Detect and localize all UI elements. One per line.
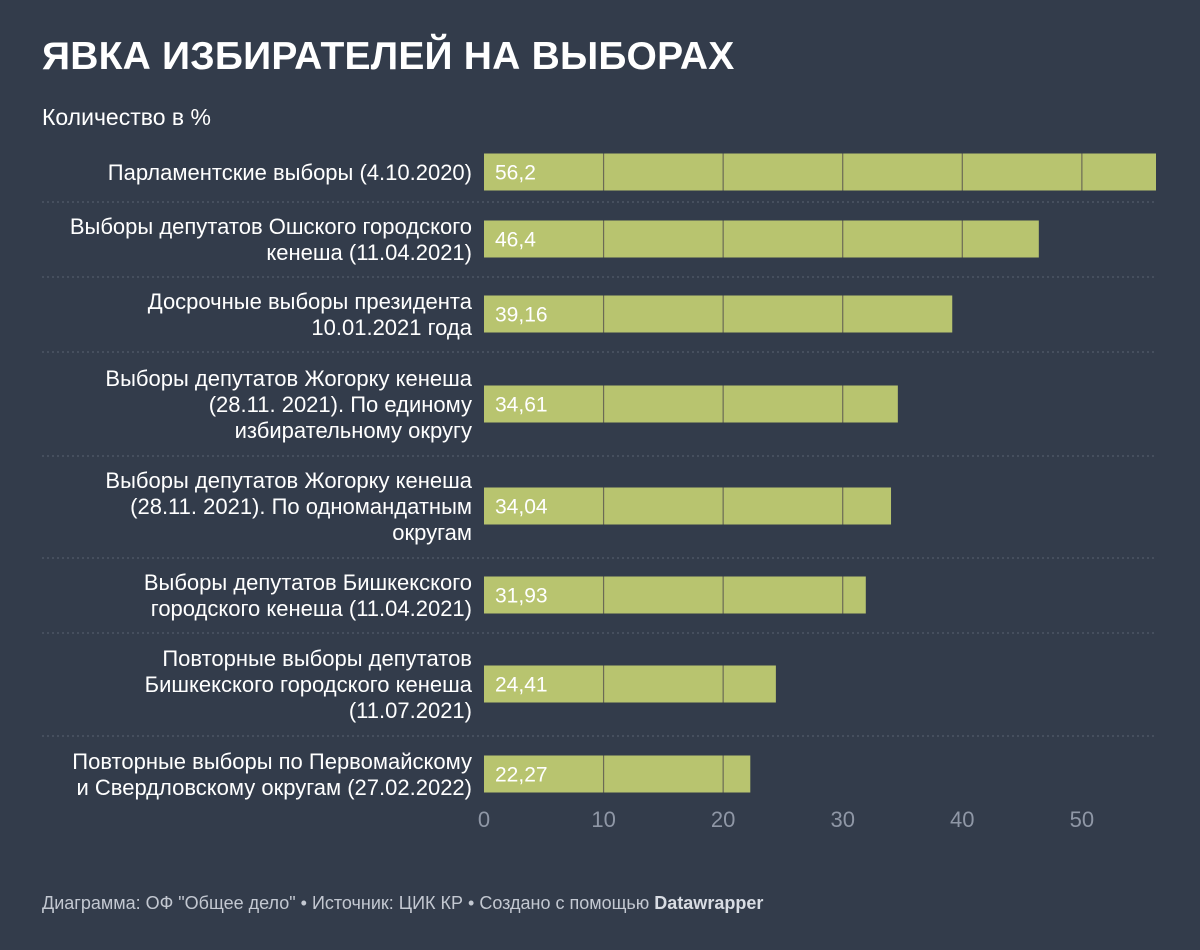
chart-footer: Диаграмма: ОФ "Общее дело" • Источник: Ц… bbox=[42, 891, 763, 915]
category-label: Выборы депутатов Жогорку кенеша bbox=[105, 468, 472, 493]
bar-chart: 56,2 Парламентские выборы (4.10.2020) 46,4… bbox=[42, 153, 1156, 832]
category-label: (28.11. 2021). По одномандатным bbox=[130, 494, 472, 519]
category-label: 10.01.2021 года bbox=[311, 315, 472, 340]
value-label-3: 39,16 bbox=[495, 304, 548, 327]
bar-1 bbox=[484, 153, 1156, 191]
footer-brand: Datawrapper bbox=[654, 893, 764, 913]
category-label: (11.07.2021) bbox=[349, 698, 472, 723]
bar-6 bbox=[484, 576, 866, 614]
category-label: городского кенеша (11.04.2021) bbox=[151, 596, 472, 621]
value-label-2: 46,4 bbox=[495, 229, 536, 252]
category-label: кенеша (11.04.2021) bbox=[266, 240, 472, 265]
category-label: и Свердловскому округам (27.02.2022) bbox=[76, 775, 472, 800]
category-label: (28.11. 2021). По единому bbox=[209, 392, 472, 417]
bar-8 bbox=[484, 755, 751, 793]
value-label-8: 22,27 bbox=[495, 764, 548, 787]
x-tick-label: 40 bbox=[950, 807, 974, 832]
footer-credits: Диаграмма: ОФ "Общее дело" • Источник: Ц… bbox=[42, 893, 655, 913]
value-label-4: 34,61 bbox=[495, 394, 548, 417]
category-label: Выборы депутатов Жогорку кенеша bbox=[105, 366, 472, 391]
bar-2 bbox=[484, 220, 1039, 258]
category-label: округам bbox=[392, 520, 472, 545]
chart-subtitle: Количество в % bbox=[42, 104, 211, 130]
value-label-7: 24,41 bbox=[495, 674, 548, 697]
category-label: Бишкекского городского кенеша bbox=[145, 672, 473, 697]
x-tick-label: 50 bbox=[1070, 807, 1094, 832]
value-label-1: 56,2 bbox=[495, 162, 536, 185]
x-tick-label: 0 bbox=[478, 807, 490, 832]
chart-title: ЯВКА ИЗБИРАТЕЛЕЙ НА ВЫБОРАХ bbox=[42, 35, 735, 78]
category-label: Повторные выборы по Первомайскому bbox=[72, 749, 472, 774]
bar-4 bbox=[484, 385, 898, 423]
category-label: Парламентские выборы (4.10.2020) bbox=[108, 160, 472, 185]
category-label: Выборы депутатов Ошского городского bbox=[70, 214, 472, 239]
value-label-6: 31,93 bbox=[495, 585, 548, 608]
x-tick-label: 10 bbox=[591, 807, 615, 832]
x-tick-label: 30 bbox=[830, 807, 854, 832]
x-tick-label: 20 bbox=[711, 807, 735, 832]
category-label: избирательному округу bbox=[235, 418, 472, 443]
bar-7 bbox=[484, 665, 776, 703]
category-label: Досрочные выборы президента bbox=[148, 289, 473, 314]
bar-3 bbox=[484, 295, 953, 333]
category-label: Выборы депутатов Бишкекского bbox=[144, 570, 472, 595]
category-label: Повторные выборы депутатов bbox=[162, 646, 472, 671]
bar-5 bbox=[484, 487, 892, 525]
value-label-5: 34,04 bbox=[495, 496, 548, 519]
